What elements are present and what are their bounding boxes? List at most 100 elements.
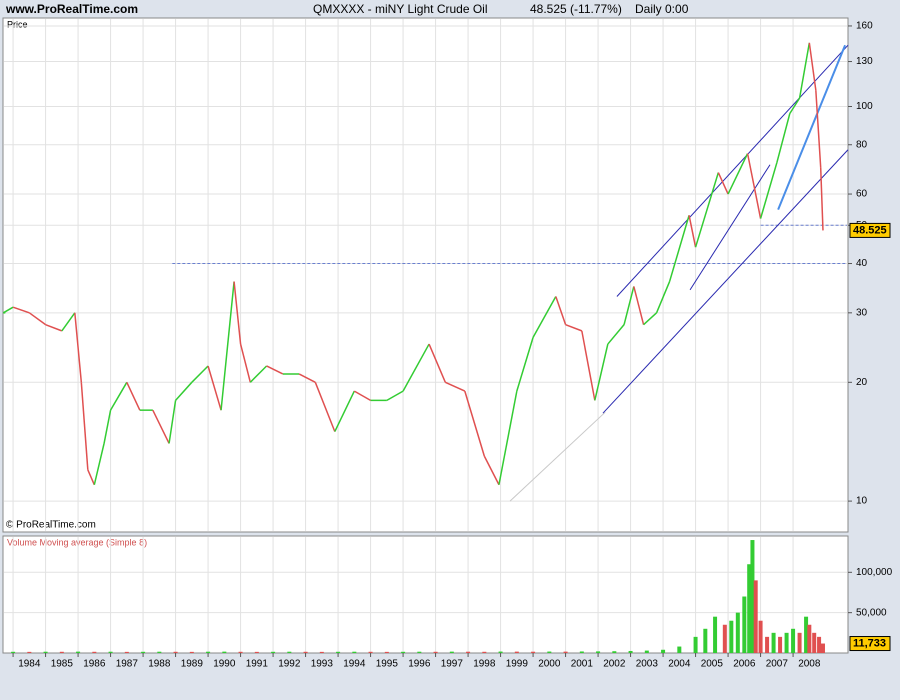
price-segment xyxy=(555,296,567,325)
price-segment xyxy=(28,312,47,326)
volume-bar xyxy=(43,651,48,653)
price-segment xyxy=(633,286,645,325)
volume-bar xyxy=(596,651,601,653)
price-segment xyxy=(655,281,671,314)
volume-bar xyxy=(124,651,129,653)
y-tick-label: 50,000 xyxy=(856,607,887,618)
price-box xyxy=(849,222,891,238)
price-segment xyxy=(93,443,105,485)
price-segment xyxy=(298,373,316,383)
volume-bar xyxy=(59,651,64,653)
volume-bar xyxy=(735,612,740,653)
volume-bar xyxy=(778,636,783,653)
price-segment xyxy=(126,381,141,411)
volume-bar xyxy=(222,651,227,653)
volume-bar xyxy=(417,651,422,653)
y-tick-label: 60 xyxy=(856,189,868,200)
volume-bar xyxy=(784,632,789,653)
price-label: Price xyxy=(7,19,28,29)
volume-bar xyxy=(514,651,519,653)
volume-bar xyxy=(141,651,146,653)
y-tick-label: 130 xyxy=(856,56,873,67)
volume-bar xyxy=(189,651,194,653)
price-segment xyxy=(87,469,96,486)
y-tick-label: 10 xyxy=(856,496,868,507)
price-segment xyxy=(789,97,801,114)
volume-bar xyxy=(336,651,341,653)
volume-bar xyxy=(791,628,796,653)
x-tick-label: 1990 xyxy=(213,659,236,670)
price-segment xyxy=(428,343,447,383)
volume-bar xyxy=(27,651,32,653)
volume-bar xyxy=(797,632,802,653)
price-segment xyxy=(727,153,749,195)
copyright: © ProRealTime.com xyxy=(6,520,96,531)
price-segment xyxy=(386,390,404,402)
volume-bar xyxy=(742,596,747,653)
price-segment xyxy=(334,390,356,432)
price-segment xyxy=(74,312,83,383)
price-segment xyxy=(746,153,762,219)
x-tick-label: 1985 xyxy=(51,659,74,670)
volume-bar xyxy=(384,651,389,653)
title: QMXXXX - miNY Light Crude Oil xyxy=(313,2,488,16)
volume-bar xyxy=(287,651,292,653)
period: Daily 0:00 xyxy=(635,2,689,16)
volume-bar xyxy=(722,624,727,653)
trend-line xyxy=(509,411,606,502)
trend-line xyxy=(616,44,849,297)
volume-box-label: 11,733 xyxy=(853,637,886,649)
x-tick-label: 2007 xyxy=(766,659,789,670)
x-tick-label: 2005 xyxy=(701,659,724,670)
price-segment xyxy=(12,306,30,314)
price-segment xyxy=(80,382,89,470)
volume-bar xyxy=(433,651,438,653)
volume-bar xyxy=(76,651,81,653)
price-segment xyxy=(266,365,284,375)
price-segment xyxy=(759,162,778,219)
price-segment xyxy=(402,343,430,392)
x-tick-label: 1989 xyxy=(181,659,204,670)
trend-line xyxy=(602,149,849,414)
volume-bar xyxy=(173,651,178,653)
price-segment xyxy=(103,410,112,444)
price-segment xyxy=(594,343,609,401)
volume-bar xyxy=(753,580,758,653)
price-segment xyxy=(45,323,63,332)
y-tick-label: 100 xyxy=(856,101,873,112)
volume-bar xyxy=(612,651,617,653)
x-tick-label: 1987 xyxy=(116,659,139,670)
volume-bar xyxy=(628,650,633,653)
volume-bar xyxy=(368,651,373,653)
y-tick-label: 20 xyxy=(856,377,868,388)
x-tick-label: 1993 xyxy=(311,659,334,670)
volume-bar xyxy=(449,651,454,653)
x-tick-label: 2002 xyxy=(603,659,626,670)
price-segment xyxy=(314,382,336,432)
price-segment xyxy=(233,281,242,345)
change: 48.525 (-11.77%) xyxy=(530,2,622,16)
volume-bar xyxy=(319,651,324,653)
volume-bar xyxy=(729,620,734,653)
volume-bar xyxy=(303,651,308,653)
x-tick-label: 1994 xyxy=(343,659,366,670)
volume-bar xyxy=(579,651,584,653)
price-segment xyxy=(207,365,222,411)
price-segment xyxy=(109,381,128,411)
x-tick-label: 1997 xyxy=(441,659,464,670)
price-segment xyxy=(353,390,371,402)
price-segment xyxy=(498,390,518,485)
volume-bar xyxy=(807,624,812,653)
price-segment xyxy=(516,337,534,392)
price-segment xyxy=(643,312,658,326)
price-segment xyxy=(61,312,76,332)
volume-label: Volume Moving average (Simple 8) xyxy=(7,537,147,547)
price-segment xyxy=(819,167,824,231)
x-tick-label: 1991 xyxy=(246,659,269,670)
price-segment xyxy=(168,400,177,444)
volume-bar xyxy=(713,616,718,653)
volume-bar xyxy=(765,636,770,653)
x-tick-label: 1998 xyxy=(473,659,496,670)
price-segment xyxy=(717,172,729,195)
